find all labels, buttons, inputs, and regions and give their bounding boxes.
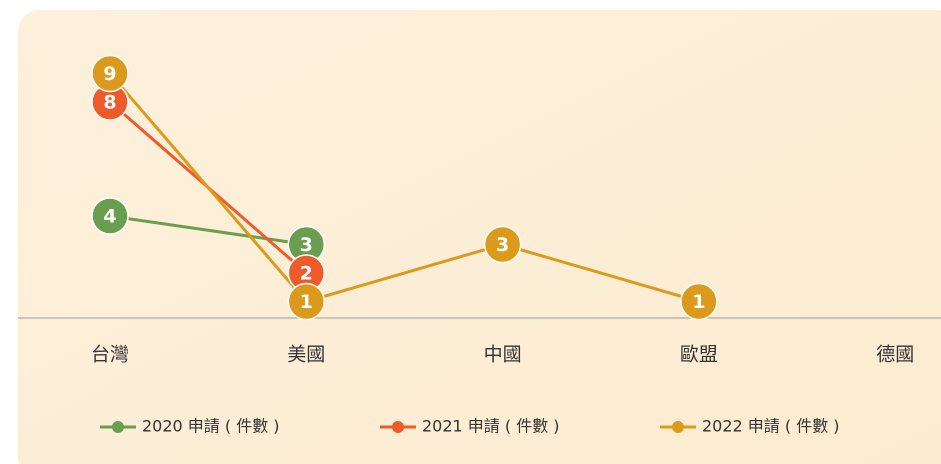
data-point	[287, 282, 326, 321]
legend-label: 2022 申請 ( 件數 )	[702, 417, 840, 436]
data-point	[680, 282, 718, 321]
legend-dot	[672, 421, 684, 433]
legend-label: 2020 申請 ( 件數 )	[142, 417, 280, 436]
x-tick-label: 美國	[287, 344, 325, 366]
series-line	[109, 214, 307, 246]
data-label: 4	[103, 206, 116, 228]
x-tick-label: 歐盟	[680, 344, 718, 366]
data-label: 3	[300, 234, 313, 256]
x-tick-label: 台灣	[91, 344, 129, 366]
data-point	[91, 54, 129, 93]
data-label: 1	[300, 291, 313, 313]
panel	[18, 10, 941, 464]
data-label: 1	[692, 291, 705, 313]
data-label: 2	[300, 263, 313, 285]
data-label: 8	[103, 92, 116, 114]
legend-label: 2021 申請 ( 件數 )	[422, 417, 560, 436]
series-line	[108, 72, 700, 304]
data-label: 9	[103, 63, 116, 85]
legend-dot	[392, 421, 404, 433]
x-tick-label: 中國	[484, 344, 522, 366]
data-label: 3	[496, 234, 509, 256]
data-point	[483, 225, 522, 264]
x-tick-label: 德國	[876, 344, 914, 366]
legend-dot	[112, 421, 124, 433]
data-point	[91, 197, 129, 235]
